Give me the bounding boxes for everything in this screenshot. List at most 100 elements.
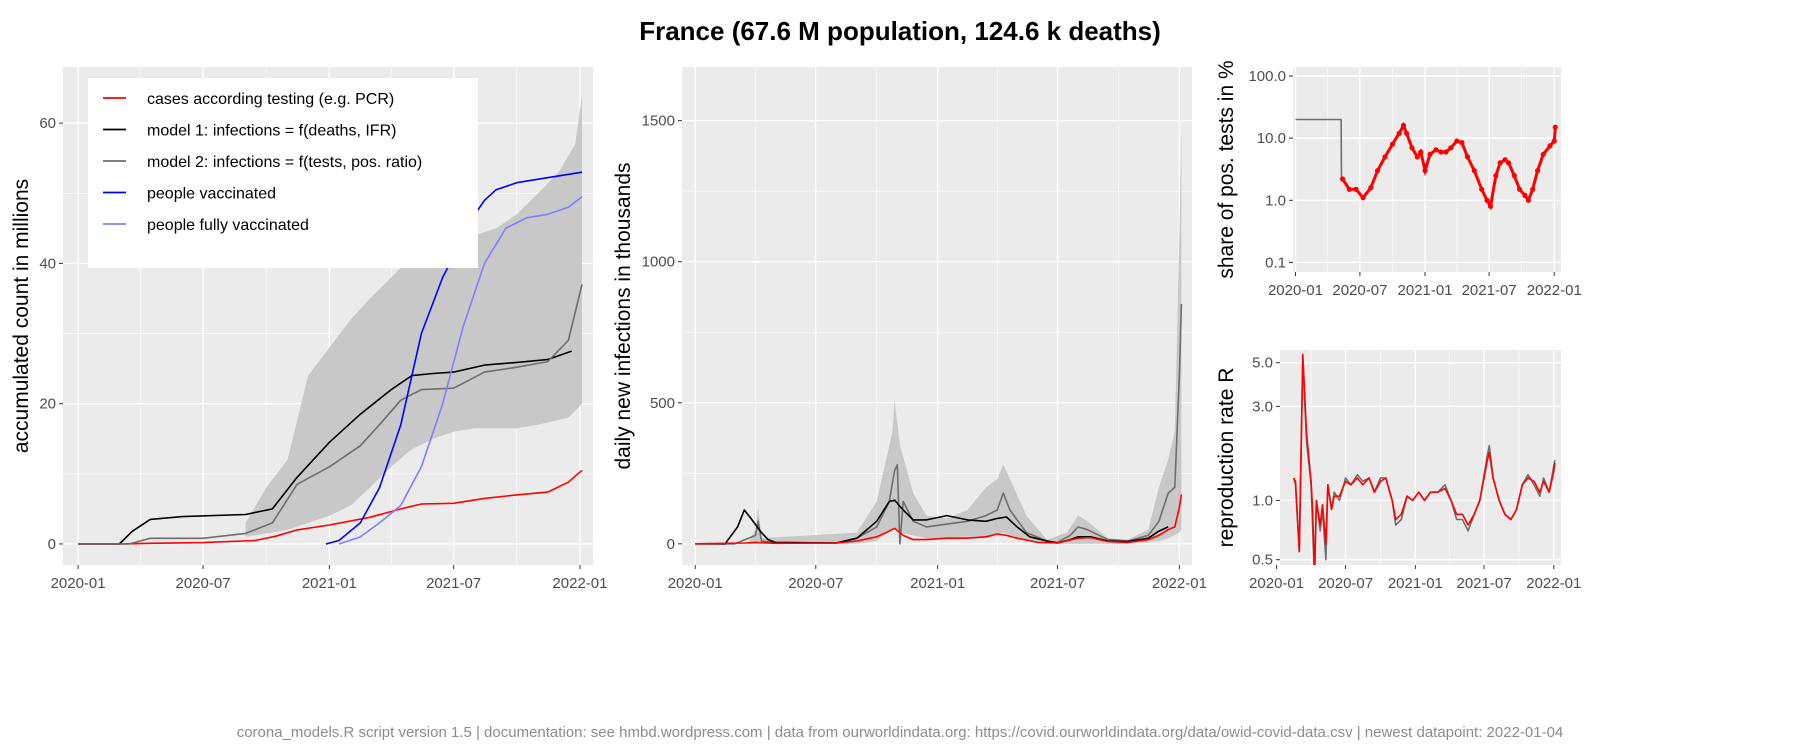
data-point xyxy=(1552,124,1558,130)
plot-area xyxy=(1295,118,1558,211)
y-tick-label: 10.0 xyxy=(1257,130,1286,147)
x-tick-label: 2020-01 xyxy=(1249,575,1304,592)
series-line xyxy=(338,196,583,545)
x-tick-label: 2020-01 xyxy=(668,575,723,592)
y-tick-label: 1000 xyxy=(642,254,675,271)
data-point xyxy=(1346,186,1352,192)
y-axis-label: daily new infections in thousands xyxy=(612,162,635,469)
y-tick-label: 3.0 xyxy=(1252,398,1273,415)
x-tick-label: 2020-07 xyxy=(788,575,843,592)
data-point xyxy=(1493,173,1499,179)
data-point xyxy=(1396,130,1402,136)
data-point xyxy=(1368,185,1374,191)
y-tick-label: 60 xyxy=(39,115,56,132)
footer-caption: corona_models.R script version 1.5 | doc… xyxy=(236,724,1564,741)
y-tick-label: 0.5 xyxy=(1252,552,1273,569)
data-point xyxy=(1433,147,1439,153)
data-point xyxy=(1360,195,1366,201)
data-point xyxy=(1484,197,1490,203)
y-axis-label: accumulated count in millions xyxy=(10,179,33,453)
data-point xyxy=(1522,192,1528,198)
y-axis-label: share of pos. tests in % xyxy=(1215,60,1238,278)
series-line xyxy=(1292,353,1556,565)
x-tick-label: 2020-07 xyxy=(1332,282,1387,299)
data-point xyxy=(1479,186,1485,192)
data-point xyxy=(1422,168,1428,174)
data-point xyxy=(1448,145,1454,151)
legend-label: model 1: infections = f(deaths, IFR) xyxy=(147,123,396,140)
x-tick-label: 2020-07 xyxy=(1318,575,1373,592)
data-point xyxy=(1464,154,1471,160)
data-point xyxy=(1506,160,1512,166)
data-point xyxy=(1540,151,1546,157)
data-point xyxy=(1530,186,1536,192)
data-point xyxy=(1547,143,1553,149)
panel-daily: 2020-01 2020-07 2021-01 2021-07 2022-01 0 500 1… xyxy=(612,67,1207,592)
x-tick-label: 2022-01 xyxy=(552,575,607,592)
y-tick-label: 0 xyxy=(667,536,675,553)
data-point xyxy=(1497,160,1503,166)
x-tick-label: 2020-07 xyxy=(176,575,231,592)
y-tick-label: 1.0 xyxy=(1252,492,1273,509)
series-line xyxy=(78,284,583,545)
y-tick-label: 500 xyxy=(650,395,675,412)
data-point xyxy=(1511,173,1517,179)
x-tick-label: 2020-01 xyxy=(1268,282,1323,299)
data-point xyxy=(1409,145,1415,151)
data-point xyxy=(1551,138,1557,144)
data-point xyxy=(1459,140,1465,146)
x-tick-label: 2021-07 xyxy=(426,575,481,592)
data-point xyxy=(1400,122,1407,129)
y-tick-label: 1500 xyxy=(642,113,675,130)
x-tick-label: 2021-07 xyxy=(1462,282,1517,299)
legend-box xyxy=(88,78,478,268)
legend-label: people fully vaccinated xyxy=(147,217,309,234)
x-tick-label: 2021-07 xyxy=(1456,575,1511,592)
uncertainty-ribbon xyxy=(245,95,582,537)
chart-title: France (67.6 M population, 124.6 k death… xyxy=(639,16,1161,46)
x-tick-label: 2021-01 xyxy=(302,575,357,592)
series-line xyxy=(78,469,583,545)
y-tick-label: 0.1 xyxy=(1265,254,1286,271)
x-tick-label: 2021-07 xyxy=(1030,575,1085,592)
panel-positive_share: 2020-01 2020-07 2021-01 2021-07 2022-01 0.1 1.… xyxy=(1215,60,1582,299)
y-tick-label: 5.0 xyxy=(1252,355,1273,372)
data-point xyxy=(1389,141,1396,147)
series-line xyxy=(695,494,1183,545)
data-point xyxy=(1404,130,1410,136)
x-tick-label: 2022-01 xyxy=(1527,282,1582,299)
data-point xyxy=(1454,138,1460,144)
legend: cases according testing (e.g. PCR) model … xyxy=(88,78,478,268)
data-point xyxy=(1427,151,1433,157)
data-point xyxy=(1438,149,1444,155)
data-point xyxy=(1375,168,1381,174)
data-point xyxy=(1418,149,1424,155)
y-tick-label: 100.0 xyxy=(1248,68,1286,85)
data-point xyxy=(1471,168,1477,174)
legend-label: model 2: infections = f(tests, pos. rati… xyxy=(147,154,422,171)
data-point xyxy=(1517,186,1523,192)
y-axis-label: reproduction rate R xyxy=(1215,368,1238,548)
data-point xyxy=(1382,154,1388,160)
y-tick-label: 0 xyxy=(48,536,56,553)
plot-area xyxy=(1292,353,1556,565)
x-tick-label: 2020-01 xyxy=(51,575,106,592)
series-line xyxy=(78,350,572,545)
plot-background xyxy=(682,67,1192,565)
data-point xyxy=(1535,168,1541,174)
data-point xyxy=(1525,197,1531,203)
data-point xyxy=(1443,149,1449,155)
data-point xyxy=(1353,186,1359,192)
y-tick-label: 1.0 xyxy=(1265,192,1286,209)
x-tick-label: 2021-01 xyxy=(1388,575,1443,592)
x-tick-label: 2021-01 xyxy=(1398,282,1453,299)
y-tick-label: 20 xyxy=(39,396,56,413)
panel-reproduction: 2020-01 2020-07 2021-01 2021-07 2022-01 0.5 1.… xyxy=(1215,350,1581,592)
plot-area xyxy=(78,95,583,545)
data-point xyxy=(1502,157,1508,163)
legend-label: cases according testing (e.g. PCR) xyxy=(147,91,394,108)
x-tick-label: 2022-01 xyxy=(1152,575,1207,592)
x-tick-label: 2022-01 xyxy=(1526,575,1581,592)
data-point xyxy=(1487,203,1494,209)
